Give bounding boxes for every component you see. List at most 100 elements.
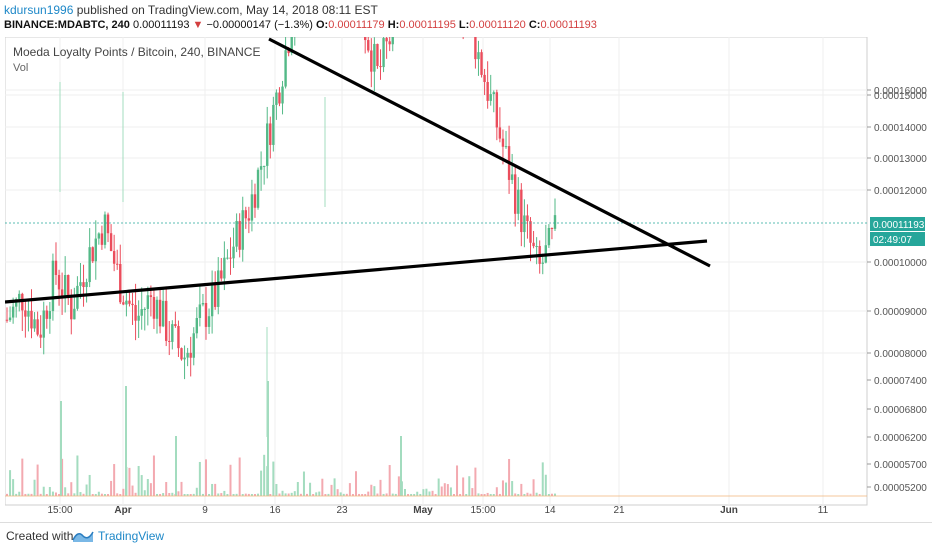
- volume-bar: [532, 479, 535, 496]
- volume-bar: [88, 474, 91, 496]
- volume-bar: [480, 493, 483, 496]
- candle-body: [388, 41, 391, 45]
- volume-bar: [342, 493, 345, 496]
- candle-body: [204, 303, 208, 327]
- volume-bar: [416, 491, 419, 496]
- chart-area[interactable]: Moeda Loyalty Points / Bitcoin, 240, BIN…: [5, 37, 930, 517]
- volume-bar: [422, 489, 425, 496]
- candle-body: [57, 274, 61, 290]
- volume-bar: [554, 493, 556, 496]
- volume-bar: [235, 493, 238, 496]
- volume-bar: [547, 494, 550, 496]
- volume-spike: [267, 381, 269, 496]
- volume-spike: [175, 436, 177, 496]
- volume-bar: [189, 493, 192, 496]
- volume-bar: [257, 493, 260, 496]
- volume-bar: [223, 490, 226, 496]
- ohlc-line: BINANCE:MDABTC, 240 0.00011193 ▼ −0.0000…: [4, 19, 597, 31]
- candle-body: [201, 303, 205, 305]
- candle-body: [11, 306, 15, 318]
- volume-bar: [45, 493, 48, 496]
- candle-body: [27, 310, 30, 317]
- volume-bar: [492, 493, 495, 496]
- volume-bar: [446, 484, 449, 496]
- candle-body: [535, 245, 538, 247]
- volume-bar: [462, 477, 465, 496]
- volume-bar: [410, 493, 413, 496]
- candle-body: [363, 37, 367, 41]
- volume-bar: [299, 493, 302, 496]
- candle-body: [385, 38, 388, 42]
- candle-body: [547, 227, 551, 246]
- candle-body: [501, 138, 505, 147]
- volume-bar: [128, 467, 131, 496]
- candle-body: [82, 282, 85, 288]
- volume-scale-label: 0.00006800: [874, 405, 927, 416]
- price-tick-label: 0.00014000: [874, 123, 927, 134]
- time-axis[interactable]: 15:00 Apr 9 16 23 May 15:00 14 21 Jun 11: [47, 505, 828, 516]
- volume-bar: [198, 461, 201, 496]
- candle-body: [256, 169, 260, 208]
- candlestick-chart[interactable]: Moeda Loyalty Points / Bitcoin, 240, BIN…: [5, 37, 930, 517]
- time-tick-label: 15:00: [470, 505, 495, 516]
- volume-bar: [471, 488, 474, 496]
- volume-bar: [312, 493, 315, 496]
- volume-bar: [459, 493, 462, 496]
- volume-bar: [260, 470, 263, 496]
- candle-body: [186, 352, 189, 358]
- volume-bar: [183, 493, 186, 496]
- candle-body: [112, 251, 116, 264]
- volume-bar: [535, 492, 538, 496]
- volume-bar: [204, 459, 207, 496]
- candle-body: [290, 37, 293, 54]
- candle-body: [45, 310, 48, 319]
- close-value: 0.00011193: [540, 19, 597, 31]
- volume-bars: [5, 381, 867, 497]
- low-value: 0.00011120: [469, 19, 526, 31]
- upper-trendline[interactable]: [268, 37, 711, 268]
- candle-body: [116, 263, 119, 265]
- volume-bar: [263, 454, 266, 496]
- price-tick-label: 0.00016000: [874, 86, 927, 97]
- tradingview-logo-icon[interactable]: [72, 529, 94, 543]
- candle-body: [8, 317, 12, 321]
- volume-bar: [391, 493, 394, 496]
- volume-scale-label: 0.00005700: [874, 460, 927, 471]
- author-link[interactable]: kdursun1996: [4, 3, 74, 17]
- candle-body: [269, 123, 272, 145]
- tradingview-brand[interactable]: TradingView: [98, 529, 165, 543]
- price-tag-text: 0.00011193: [873, 220, 925, 231]
- time-tick-label: 14: [544, 505, 556, 516]
- candle-body: [60, 289, 64, 297]
- volume-bar: [284, 493, 287, 496]
- volume-bar: [351, 493, 354, 496]
- candle-body: [517, 189, 520, 214]
- volume-bar: [30, 493, 33, 496]
- volume-bar: [159, 494, 162, 496]
- price-tick-label: 0.00010000: [874, 258, 927, 269]
- candle-body: [85, 282, 88, 288]
- candle-body: [278, 92, 281, 104]
- volume-bar: [36, 464, 39, 496]
- volume-bar: [544, 474, 547, 496]
- candle-body: [241, 210, 244, 250]
- candle-body: [67, 275, 70, 298]
- candle-body: [189, 352, 192, 358]
- volume-bar: [211, 483, 214, 496]
- volume-bar: [468, 476, 471, 496]
- volume-bar: [517, 493, 520, 496]
- volume-bar: [394, 493, 397, 496]
- volume-bar: [376, 493, 379, 496]
- candle-body: [158, 299, 162, 327]
- volume-bar: [122, 488, 125, 496]
- candle-body: [171, 324, 174, 342]
- lower-trendline[interactable]: [5, 239, 708, 304]
- volume-bar: [508, 458, 511, 496]
- time-tick-label: 11: [818, 505, 829, 516]
- volume-bar: [526, 492, 529, 496]
- volume-bar: [275, 483, 278, 496]
- candle-body: [281, 86, 284, 104]
- volume-bar: [119, 493, 122, 496]
- price-tick-label: 0.00008000: [874, 349, 927, 360]
